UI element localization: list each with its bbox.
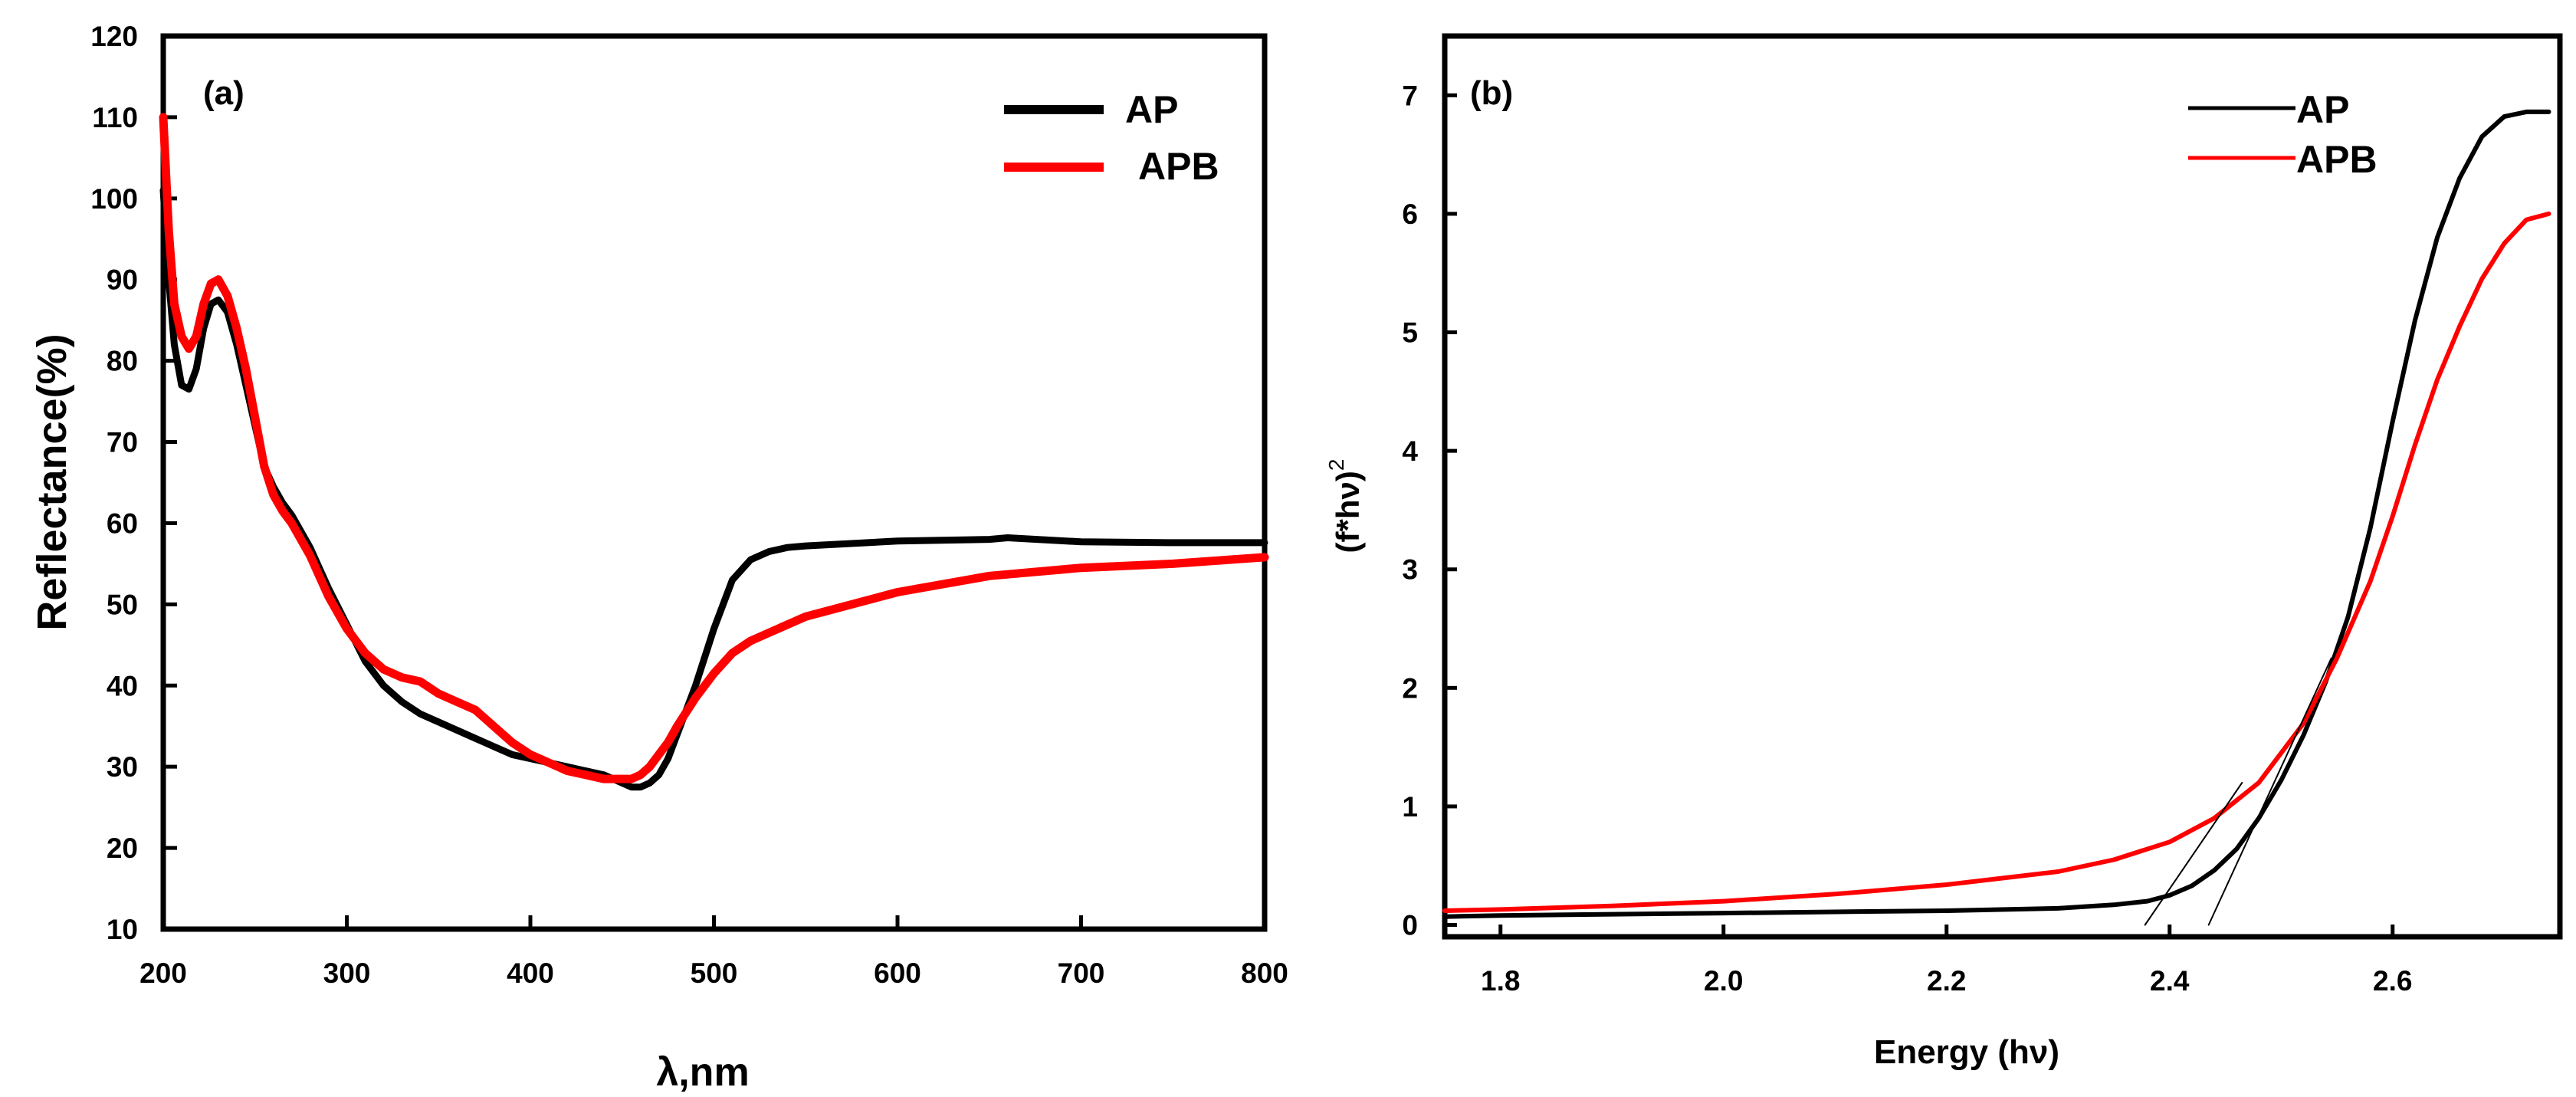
y-tick-label-b: 4 (1402, 435, 1418, 467)
y-tick-label-a: 60 (107, 507, 138, 539)
legend-b: AP APB (2188, 88, 2377, 181)
x-axis-title-a: λ,nm (656, 1050, 749, 1095)
y-tick-label-b: 6 (1402, 199, 1418, 230)
legend-label-apb-a: APB (1138, 145, 1219, 188)
x-axis-title-b: Energy (hν) (1874, 1033, 2059, 1071)
y-tick-label-a: 120 (90, 21, 138, 52)
series-line-ap-b (1442, 109, 2551, 919)
y-tick-label-b: 0 (1402, 910, 1418, 941)
x-tick-label-a: 400 (507, 957, 554, 989)
y-tick-label-b: 2 (1402, 672, 1418, 704)
y-tick-label-a: 50 (107, 589, 138, 620)
x-tick-label-a: 800 (1241, 957, 1288, 989)
y-axis-title-a: Reflectance(%) (29, 333, 75, 630)
x-tick-label-a: 500 (691, 957, 738, 989)
y-axis-title-b: (f*hν)2 (1324, 459, 1366, 553)
y-tick-label-a: 90 (107, 264, 138, 296)
y-tick-label-a: 20 (107, 833, 138, 864)
legend-label-ap-b: AP (2296, 88, 2349, 131)
y-axis-title-b-exponent: 2 (1324, 459, 1348, 471)
y-tick-label-a: 30 (107, 751, 138, 783)
y-tick-label-b: 5 (1402, 317, 1418, 349)
y-tick-label-a: 110 (92, 102, 138, 133)
x-tick-label-a: 200 (139, 957, 187, 989)
series-line-apb-tangent-b (2144, 782, 2243, 926)
legend-label-apb-b: APB (2296, 138, 2377, 181)
y-tick-label-a: 100 (90, 183, 138, 215)
series-line-apb-b (1442, 211, 2551, 913)
y-tick-label-a: 10 (107, 914, 138, 945)
panel-label-b: (b) (1470, 74, 1513, 112)
x-tick-label-a: 700 (1058, 957, 1105, 989)
series-line-ap-tangent-b (2207, 657, 2332, 926)
series-line-apb-a (159, 113, 1269, 783)
x-tick-label-a: 600 (874, 957, 921, 989)
x-tick-label-b: 2.6 (2373, 965, 2412, 997)
chart-panel-b: 1.8 2.0 2.2 2.4 2.6 0 1 2 3 4 5 6 7 (b) AP APB Energ… (1324, 33, 2563, 1071)
y-tick-label-a: 40 (107, 670, 138, 701)
series-line-ap-a (159, 186, 1268, 791)
x-tick-label-b: 2.0 (1704, 965, 1743, 997)
plot-frame-b (1442, 33, 2563, 940)
chart-panel-a: 200 300 400 500 600 700 800 10 20 30 40 50 60 70 80 90 1… (29, 21, 1288, 1095)
legend-a: AP APB (1004, 88, 1219, 188)
legend-label-ap-a: AP (1125, 88, 1178, 131)
panel-label-a: (a) (203, 74, 244, 112)
svg-text:(f*hν)2: (f*hν)2 (1324, 459, 1366, 553)
y-tick-label-b: 1 (1402, 791, 1418, 823)
y-tick-label-b: 3 (1402, 554, 1418, 586)
x-tick-label-a: 300 (323, 957, 371, 989)
y-tick-label-a: 70 (107, 427, 138, 458)
x-tick-label-b: 1.8 (1481, 965, 1520, 997)
y-axis-title-b-base: (f*hν) (1330, 471, 1366, 553)
x-tick-label-b: 2.2 (1927, 965, 1966, 997)
x-tick-label-b: 2.4 (2150, 965, 2190, 997)
y-tick-label-b: 7 (1402, 80, 1418, 111)
y-tick-label-a: 80 (107, 346, 138, 377)
